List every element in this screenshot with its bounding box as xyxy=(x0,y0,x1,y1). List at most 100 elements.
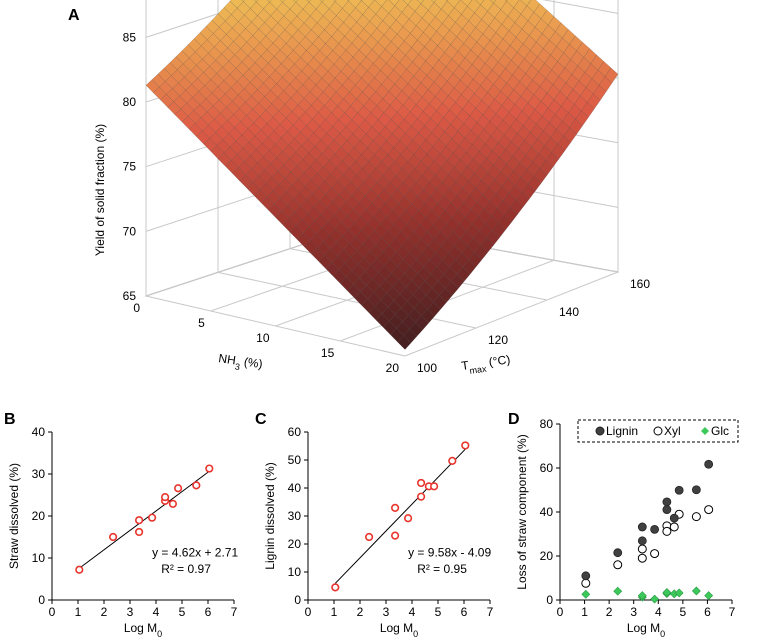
y-tick-label: 0 xyxy=(294,593,301,607)
lignin-point xyxy=(704,459,714,469)
panel-label-b: B xyxy=(4,411,16,428)
straw-fit-r2: R² = 0.97 xyxy=(161,562,211,576)
glc-point xyxy=(662,588,672,597)
legend-glc-label: Glc xyxy=(711,424,729,438)
lignin-point xyxy=(613,548,623,558)
component-loss-legend: Lignin Xyl Glc xyxy=(577,419,739,443)
lignin-fit-r2: R² = 0.95 xyxy=(417,562,467,576)
tmax-label-unit: (°C) xyxy=(485,352,512,369)
surface-x-axis-label: NH3 (%) xyxy=(217,351,263,375)
x-tick-label: 0 xyxy=(557,605,564,619)
lignin-point xyxy=(637,536,647,546)
y-floor-gridline xyxy=(145,295,406,357)
lignin-point xyxy=(662,505,672,514)
straw-dissolved-x-label: Log M0 xyxy=(124,621,162,639)
xyl-point xyxy=(704,505,714,515)
response-surface xyxy=(145,0,619,350)
x-tick-label: 4 xyxy=(153,605,160,619)
x-tick-label: 3 xyxy=(127,605,134,619)
data-point xyxy=(417,478,426,488)
legend-lignin-marker xyxy=(595,426,605,436)
component-loss-y-label: Loss of straw component (%) xyxy=(515,434,529,589)
legend-xyl-label: Xyl xyxy=(664,424,681,438)
lignin-point xyxy=(662,497,672,507)
z-tick-label: 80 xyxy=(123,95,137,109)
y-tick-label: 20 xyxy=(540,549,554,563)
data-point xyxy=(205,464,214,473)
y-tick-label: 0 xyxy=(546,593,553,607)
z-tick-label: 75 xyxy=(123,160,137,174)
surface-y-axis-label: Tmax (°C) xyxy=(460,352,511,377)
surface-cell xyxy=(293,0,298,3)
lignin-point xyxy=(691,485,701,495)
lignin-point xyxy=(637,522,647,532)
surface-cell xyxy=(346,0,350,2)
x-tick-label: 1 xyxy=(75,605,82,619)
straw-fit-equation: y = 4.62x + 2.71 xyxy=(152,545,238,559)
glc-point xyxy=(691,586,701,596)
x-tick-label: 10 xyxy=(256,331,270,345)
trend-line xyxy=(334,448,466,584)
tmax-label-base: T xyxy=(460,358,470,373)
surface-plot-ticks: 6570758085909505101520100120140160 xyxy=(123,30,651,375)
surface-cell xyxy=(306,0,311,3)
data-point xyxy=(135,516,144,525)
x-tick-label: 0 xyxy=(133,301,140,315)
y-tick-label: 80 xyxy=(540,417,554,431)
lignin-point xyxy=(669,513,679,523)
trend-line xyxy=(79,470,210,569)
data-point xyxy=(75,565,84,574)
x-tick-label: 6 xyxy=(461,605,468,619)
lignin-dissolved-x-label: Log M0 xyxy=(380,621,418,639)
lignin-dissolved-chart: Lignin dissolved (%) Log M0 y = 9.58x - … xyxy=(263,425,494,639)
x-tick-label: 20 xyxy=(386,361,400,375)
xyl-point xyxy=(637,544,647,554)
y-tick-label: 30 xyxy=(32,467,46,481)
lignin-point xyxy=(650,524,659,534)
data-point xyxy=(108,532,118,542)
data-point xyxy=(461,441,470,450)
x-tick-label: 1 xyxy=(331,605,338,619)
tmax-label-sub: max xyxy=(469,364,488,376)
data-point xyxy=(391,503,400,512)
x-tick-label: 2 xyxy=(101,605,108,619)
glc-point xyxy=(650,594,660,604)
data-point xyxy=(391,531,400,540)
x-tick-label: 1 xyxy=(581,605,588,619)
surface-cell xyxy=(254,0,259,3)
surface-cell xyxy=(241,0,245,2)
x-tick-label: 7 xyxy=(231,605,238,619)
lignin-dissolved-y-label: Lignin dissolved (%) xyxy=(263,462,277,569)
glc-point xyxy=(581,589,591,599)
data-point xyxy=(148,513,157,522)
x-tick-label: 7 xyxy=(729,605,736,619)
xyl-point xyxy=(662,526,672,536)
xyl-point xyxy=(581,578,591,588)
xyl-point xyxy=(650,549,660,559)
legend-lignin-label: Lignin xyxy=(606,424,638,438)
surface-z-axis-label: Yield of solid fraction (%) xyxy=(93,124,107,256)
y-floor-gridline xyxy=(217,271,477,329)
glc-point xyxy=(637,591,647,601)
y-tick-label: 40 xyxy=(288,481,302,495)
lignin-point xyxy=(581,571,591,581)
legend-glc-marker xyxy=(701,427,709,435)
x-tick-label: 6 xyxy=(704,605,711,619)
data-point xyxy=(430,482,439,491)
data-point xyxy=(365,532,374,542)
surface-cell xyxy=(280,0,285,3)
x-floor-gridline xyxy=(404,271,619,357)
surface-cell xyxy=(333,0,337,2)
x-tick-label: 0 xyxy=(305,605,312,619)
y-tick-label: 20 xyxy=(32,509,46,523)
x-tick-label: 3 xyxy=(383,605,390,619)
surface-cell xyxy=(319,0,324,3)
lignin-point xyxy=(674,485,684,495)
glc-point xyxy=(674,588,684,598)
x-tick-label: 5 xyxy=(179,605,186,619)
z-tick-label: 85 xyxy=(123,30,137,44)
data-point xyxy=(192,481,201,490)
xyl-point xyxy=(613,560,623,570)
data-point xyxy=(448,456,457,465)
panel-label-a: A xyxy=(68,7,80,24)
